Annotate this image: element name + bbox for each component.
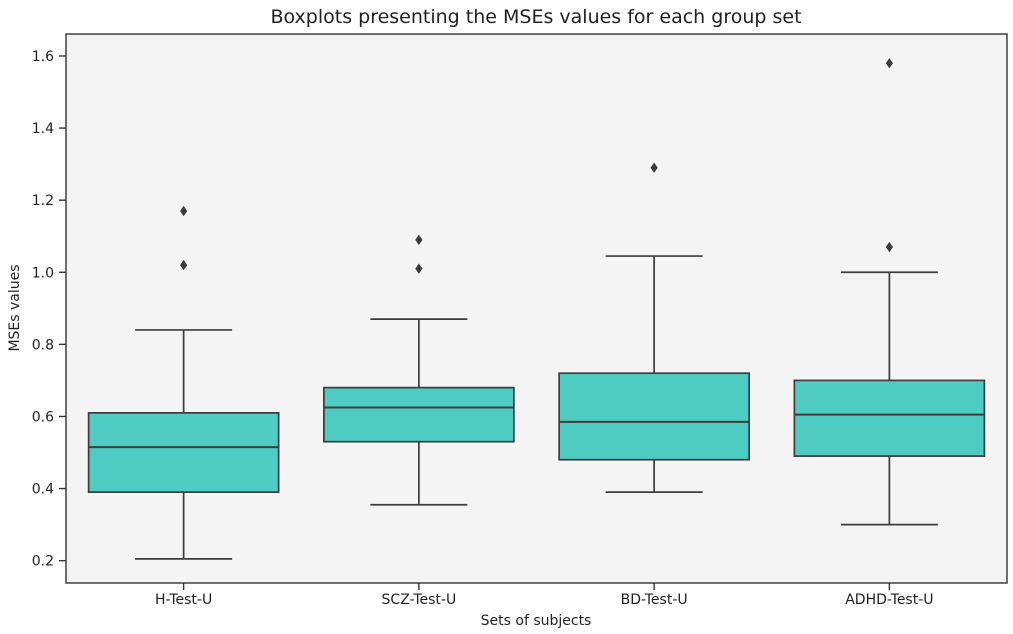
x-axis-label: Sets of subjects [481, 613, 592, 629]
x-tick-label: SCZ-Test-U [382, 592, 457, 608]
y-tick-label: 1.0 [32, 265, 54, 281]
iqr-box [323, 386, 515, 443]
box-group-scz-test-u [323, 234, 515, 506]
y-tick-label: 0.6 [32, 409, 54, 425]
x-tick-label: BD-Test-U [621, 592, 688, 608]
chart-title: Boxplots presenting the MSEs values for … [270, 6, 801, 28]
outlier-marker [180, 205, 188, 217]
outlier-marker [650, 162, 658, 173]
outlier-marker [180, 259, 188, 271]
iqr-box [793, 379, 986, 457]
y-tick-label: 0.2 [32, 554, 54, 570]
outlier-marker [885, 57, 893, 69]
outlier-marker [415, 234, 423, 246]
x-tick-label: ADHD-Test-U [845, 592, 933, 608]
y-tick-label: 1.6 [32, 49, 54, 65]
y-tick-label: 1.2 [32, 193, 54, 209]
box-group-h-test-u [87, 205, 280, 560]
y-tick-label: 0.4 [32, 482, 54, 498]
outlier-marker [415, 263, 423, 274]
y-axis-label: MSEs values [7, 264, 23, 351]
outlier-marker [885, 241, 893, 253]
y-tick-label: 0.8 [32, 337, 54, 353]
iqr-box [87, 412, 280, 494]
iqr-box [558, 372, 750, 461]
box-group-adhd-test-u [793, 57, 986, 526]
box-group-bd-test-u [558, 162, 750, 494]
plot-region: 0.2 0.4 0.6 0.8 1.0 1.2 1.4 1.6 H-Test-U SCZ-Test… [32, 33, 1008, 608]
plot-area [65, 33, 1008, 584]
y-tick-label: 1.4 [32, 121, 54, 137]
x-tick-label: H-Test-U [155, 592, 212, 608]
